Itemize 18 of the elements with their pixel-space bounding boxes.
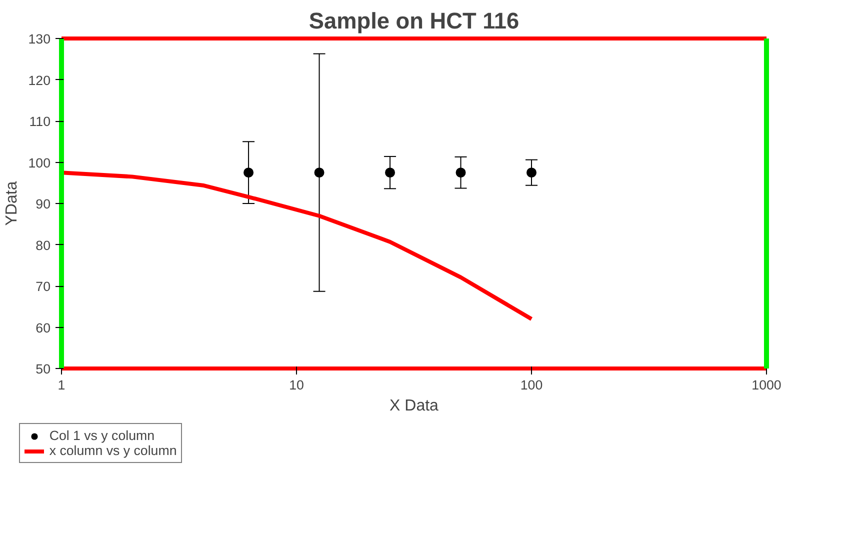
y-axis-title: YData <box>3 181 20 226</box>
x-tick-label: 10 <box>289 378 304 392</box>
y-tick-label: 70 <box>36 279 51 294</box>
chart-title: Sample on HCT 116 <box>308 8 520 34</box>
y-tick-label: 120 <box>28 72 51 88</box>
y-tick-label: 100 <box>28 155 51 170</box>
x-tick-label: 100 <box>520 378 543 392</box>
legend-label: x column vs y column <box>49 443 177 458</box>
y-tick-label: 130 <box>28 32 51 46</box>
y-tick-label: 50 <box>36 362 51 376</box>
x-tick-label: 1 <box>58 378 66 392</box>
y-tick-label: 80 <box>36 238 51 253</box>
x-axis-title: X Data <box>390 398 439 414</box>
x-tick-label: 1000 <box>752 378 782 392</box>
y-tick-label: 110 <box>29 114 50 129</box>
y-tick-label: 90 <box>36 196 51 212</box>
legend-label: Col 1 vs y column <box>49 428 155 443</box>
y-tick-label: 60 <box>36 320 51 336</box>
